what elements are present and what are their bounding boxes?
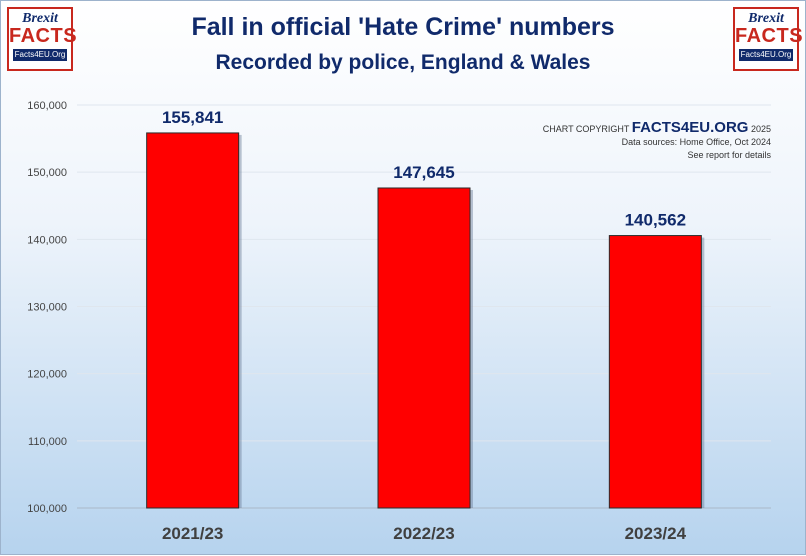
y-tick-label: 130,000 [27, 302, 67, 314]
credit-sources: Data sources: Home Office, Oct 2024 [621, 137, 771, 147]
chart-subtitle: Recorded by police, England & Wales [215, 51, 591, 74]
x-category-label: 2023/24 [625, 524, 687, 543]
bar-value-label: 155,841 [162, 108, 223, 127]
y-tick-label: 150,000 [27, 167, 67, 179]
logo-line2: FACTS [9, 25, 78, 47]
logo-line3: Facts4EU.Org [13, 49, 67, 61]
y-tick-label: 160,000 [27, 100, 67, 112]
brexit-facts-logo-left: Brexit FACTS Facts4EU.Org [7, 7, 78, 71]
credit-brand: FACTS4EU.ORG [631, 119, 749, 136]
bar-2023-24 [608, 235, 702, 509]
chart-title: Fall in official 'Hate Crime' numbers [191, 13, 615, 41]
bar-value-label: 147,645 [393, 163, 454, 182]
x-category-label: 2021/23 [162, 524, 223, 543]
brexit-facts-logo-right: Brexit FACTS Facts4EU.Org [733, 7, 804, 71]
x-category-label: 2022/23 [393, 524, 454, 543]
logo-line1: Brexit [22, 11, 58, 26]
y-tick-label: 110,000 [28, 436, 67, 448]
bar-2021-23 [146, 132, 240, 509]
y-tick-label: 120,000 [27, 369, 67, 381]
credit-prefix: CHART COPYRIGHT [542, 124, 630, 134]
credit-year: 2025 [750, 124, 771, 134]
logo-line2: FACTS [735, 25, 804, 47]
y-tick-label: 140,000 [27, 234, 67, 246]
credit-note: See report for details [687, 150, 771, 160]
y-tick-label: 100,000 [27, 503, 67, 515]
copyright-credit: CHART COPYRIGHT FACTS4EU.ORG 2025 Data s… [542, 119, 771, 162]
logo-line1: Brexit [748, 11, 784, 26]
logo-line3: Facts4EU.Org [739, 49, 793, 61]
bar-value-label: 140,562 [625, 211, 686, 230]
bar-2022-23 [377, 187, 471, 509]
